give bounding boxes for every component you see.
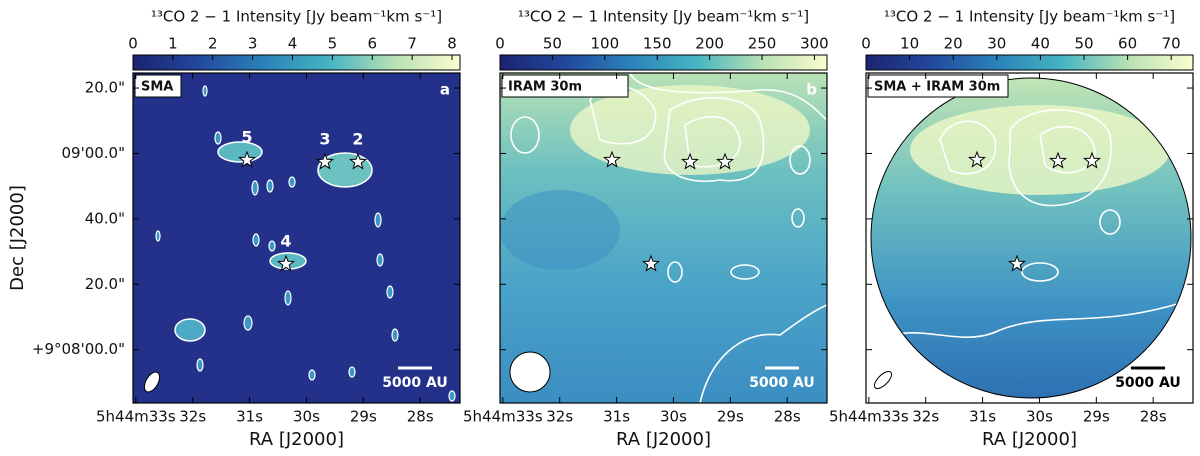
colorbar-tick-label: 30 [987,35,1006,53]
colorbar-tick-label: 20 [944,35,963,53]
x-tick-label: 31s [236,408,263,426]
x-tick-label: 30s [1026,408,1053,426]
x-tick-label: 28s [1140,408,1167,426]
x-tick-label: 5h44m33s [463,408,543,426]
colorbar-tick-label: 250 [748,35,777,53]
colorbar-tick-label: 100 [590,35,619,53]
colorbar-title: ¹³CO 2 − 1 Intensity [Jy beam⁻¹km s⁻¹] [151,8,442,26]
colorbar-tick-label: 2 [208,35,218,53]
panel-a-image [133,73,460,403]
colorbar-tick-label: 0 [128,35,138,53]
panel-label-box [134,74,182,98]
y-tick-label: 20.0" [85,275,125,293]
colorbar-title: ¹³CO 2 − 1 Intensity [Jy beam⁻¹km s⁻¹] [884,8,1175,26]
panel-b-image [500,73,827,403]
x-tick-label: 28s [407,408,434,426]
y-axis-label: Dec [J2000] [7,185,28,291]
colorbar-tick-label: 300 [800,35,829,53]
scale-bar-label: 5000 AU [382,375,448,391]
colorbar-tick-label: 1 [168,35,178,53]
x-axis-label: RA [J2000] [616,429,711,450]
colorbar [132,54,461,71]
scale-bar-label: 5000 AU [1115,375,1181,391]
panel-label-box [501,74,629,98]
x-tick-label: 29s [717,408,744,426]
source-star [1049,151,1067,169]
y-tick-label: 20.0" [85,79,125,97]
x-tick-label: 28s [774,408,801,426]
panel-label: SMA [141,80,173,95]
colorbar-tick-label: 10 [900,35,919,53]
colorbar-tick-label: 3 [248,35,258,53]
panel-c-image [866,73,1193,403]
source-star [968,150,986,168]
colorbar-tick-label: 70 [1162,35,1181,53]
x-tick-label: 5h44m33s [96,408,176,426]
colorbar-tick-label: 50 [1074,35,1093,53]
colorbar-tick-label: 150 [643,35,672,53]
panel-frame [865,72,1194,404]
colorbar-tick-label: 6 [367,35,377,53]
source-star [716,152,734,170]
panel-letter: c [1174,81,1183,99]
y-tick-label: +9°08'00.0" [32,340,125,358]
colorbar-tick-label: 0 [495,35,505,53]
x-tick-label: 31s [969,408,996,426]
panel-label-box [867,74,1009,98]
source-star [1083,151,1101,169]
x-axis-label: RA [J2000] [249,429,344,450]
source-star [681,152,699,170]
x-tick-label: 30s [660,408,687,426]
source-label: 5 [241,128,252,147]
panel-label: SMA + IRAM 30m [874,80,1000,95]
source-label: 4 [280,232,291,251]
panel-frame [499,72,828,404]
x-tick-label: 31s [603,408,630,426]
colorbar-tick-label: 5 [328,35,338,53]
source-star [642,254,660,272]
colorbar-tick-label: 4 [288,35,298,53]
colorbar-title: ¹³CO 2 − 1 Intensity [Jy beam⁻¹km s⁻¹] [518,8,809,26]
x-tick-label: 5h44m33s [829,408,909,426]
panel-letter: b [806,81,817,99]
panel-letter: a [440,81,450,99]
colorbar-tick-label: 40 [1031,35,1050,53]
y-tick-label: 40.0" [85,209,125,227]
source-star [316,152,334,170]
colorbar-tick-label: 200 [695,35,724,53]
x-tick-label: 30s [293,408,320,426]
colorbar-tick-label: 60 [1118,35,1137,53]
colorbar-tick-label: 8 [447,35,457,53]
source-star [1008,254,1026,272]
x-tick-label: 32s [912,408,939,426]
scale-bar-label: 5000 AU [749,375,815,391]
x-axis-label: RA [J2000] [982,429,1077,450]
x-tick-label: 32s [546,408,573,426]
colorbar [499,54,828,71]
colorbar-tick-label: 50 [543,35,562,53]
colorbar-tick-label: 7 [407,35,417,53]
y-tick-label: 09'00.0" [61,144,125,162]
panel-label: IRAM 30m [508,80,582,95]
source-star [603,150,621,168]
source-star [349,152,367,170]
source-star [277,254,295,272]
source-label: 3 [319,130,330,149]
source-star [238,150,256,168]
x-tick-label: 29s [1083,408,1110,426]
colorbar [865,54,1194,71]
panel-frame [132,72,461,404]
colorbar-tick-label: 0 [861,35,871,53]
x-tick-label: 32s [179,408,206,426]
x-tick-label: 29s [350,408,377,426]
source-label: 2 [352,130,363,149]
